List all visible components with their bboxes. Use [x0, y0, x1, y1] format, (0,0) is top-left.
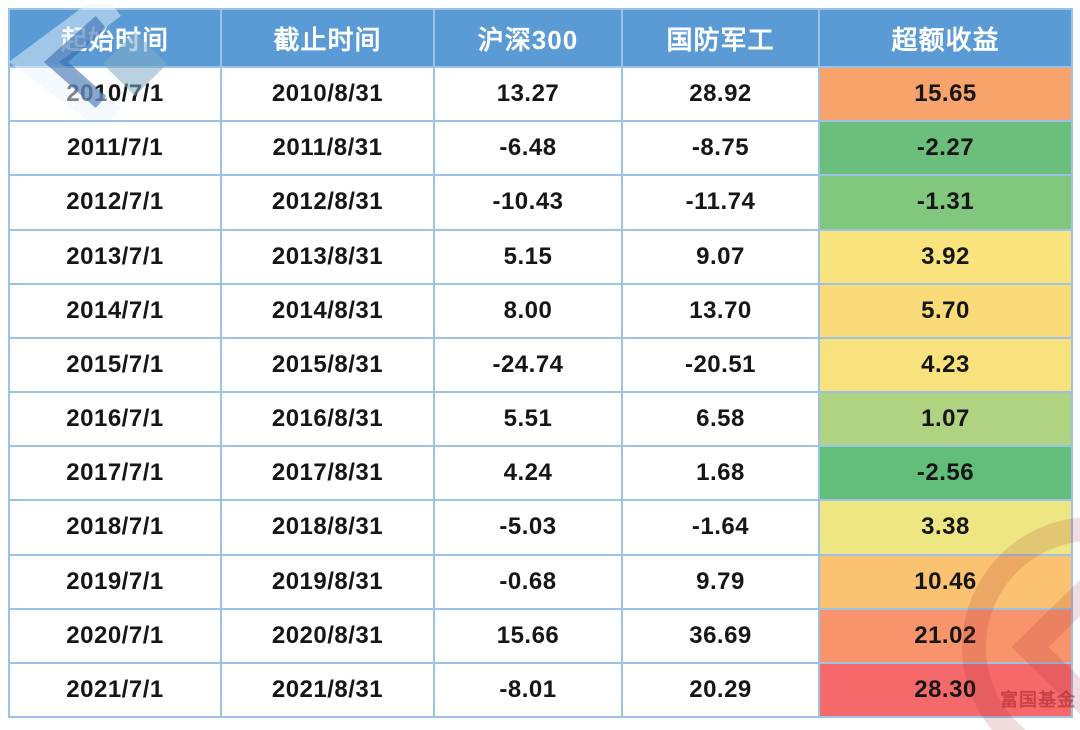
cell-end: 2021/8/31	[222, 663, 433, 716]
cell-start: 2015/7/1	[10, 338, 220, 391]
cell-defense: 9.79	[623, 555, 818, 608]
cell-excess: 21.02	[820, 609, 1071, 662]
cell-hs300: 4.24	[435, 447, 621, 500]
cell-excess: 10.46	[820, 555, 1071, 608]
cell-defense: 36.69	[623, 609, 818, 662]
cell-hs300: -10.43	[435, 176, 621, 229]
cell-defense: -20.51	[623, 338, 818, 391]
cell-start: 2020/7/1	[10, 609, 220, 662]
cell-defense: -8.75	[623, 122, 818, 175]
cell-end: 2010/8/31	[222, 68, 433, 121]
cell-hs300: -8.01	[435, 663, 621, 716]
column-header-defense: 国防军工	[623, 10, 818, 66]
cell-defense: -11.74	[623, 176, 818, 229]
cell-start: 2019/7/1	[10, 555, 220, 608]
cell-end: 2020/8/31	[222, 609, 433, 662]
cell-hs300: 5.15	[435, 230, 621, 283]
cell-excess: -2.27	[820, 122, 1071, 175]
cell-defense: 1.68	[623, 447, 818, 500]
cell-start: 2021/7/1	[10, 663, 220, 716]
cell-excess: -1.31	[820, 176, 1071, 229]
cell-defense: 13.70	[623, 284, 818, 337]
cell-excess: -2.56	[820, 447, 1071, 500]
cell-end: 2017/8/31	[222, 447, 433, 500]
cell-hs300: 15.66	[435, 609, 621, 662]
cell-excess: 1.07	[820, 393, 1071, 446]
cell-excess: 28.30	[820, 663, 1071, 716]
cell-end: 2019/8/31	[222, 555, 433, 608]
cell-start: 2010/7/1	[10, 68, 220, 121]
cell-end: 2016/8/31	[222, 393, 433, 446]
cell-hs300: -24.74	[435, 338, 621, 391]
column-header-excess-return: 超额收益	[820, 10, 1071, 66]
cell-excess: 5.70	[820, 284, 1071, 337]
cell-start: 2013/7/1	[10, 230, 220, 283]
returns-table: 起始时间 截止时间 沪深300 国防军工 超额收益 2010/7/1 2010/…	[8, 8, 1073, 718]
cell-defense: 6.58	[623, 393, 818, 446]
cell-end: 2014/8/31	[222, 284, 433, 337]
cell-defense: 20.29	[623, 663, 818, 716]
cell-start: 2014/7/1	[10, 284, 220, 337]
cell-defense: 9.07	[623, 230, 818, 283]
cell-hs300: -6.48	[435, 122, 621, 175]
cell-hs300: -5.03	[435, 501, 621, 554]
cell-hs300: 13.27	[435, 68, 621, 121]
cell-hs300: 8.00	[435, 284, 621, 337]
cell-defense: -1.64	[623, 501, 818, 554]
cell-start: 2011/7/1	[10, 122, 220, 175]
cell-start: 2012/7/1	[10, 176, 220, 229]
column-header-start-date: 起始时间	[10, 10, 220, 66]
cell-excess: 3.92	[820, 230, 1071, 283]
cell-end: 2013/8/31	[222, 230, 433, 283]
cell-excess: 4.23	[820, 338, 1071, 391]
cell-end: 2015/8/31	[222, 338, 433, 391]
cell-defense: 28.92	[623, 68, 818, 121]
cell-end: 2012/8/31	[222, 176, 433, 229]
cell-start: 2018/7/1	[10, 501, 220, 554]
cell-excess: 3.38	[820, 501, 1071, 554]
cell-hs300: 5.51	[435, 393, 621, 446]
cell-start: 2017/7/1	[10, 447, 220, 500]
cell-excess: 15.65	[820, 68, 1071, 121]
cell-hs300: -0.68	[435, 555, 621, 608]
cell-start: 2016/7/1	[10, 393, 220, 446]
column-header-end-date: 截止时间	[222, 10, 433, 66]
column-header-hs300: 沪深300	[435, 10, 621, 66]
cell-end: 2011/8/31	[222, 122, 433, 175]
cell-end: 2018/8/31	[222, 501, 433, 554]
